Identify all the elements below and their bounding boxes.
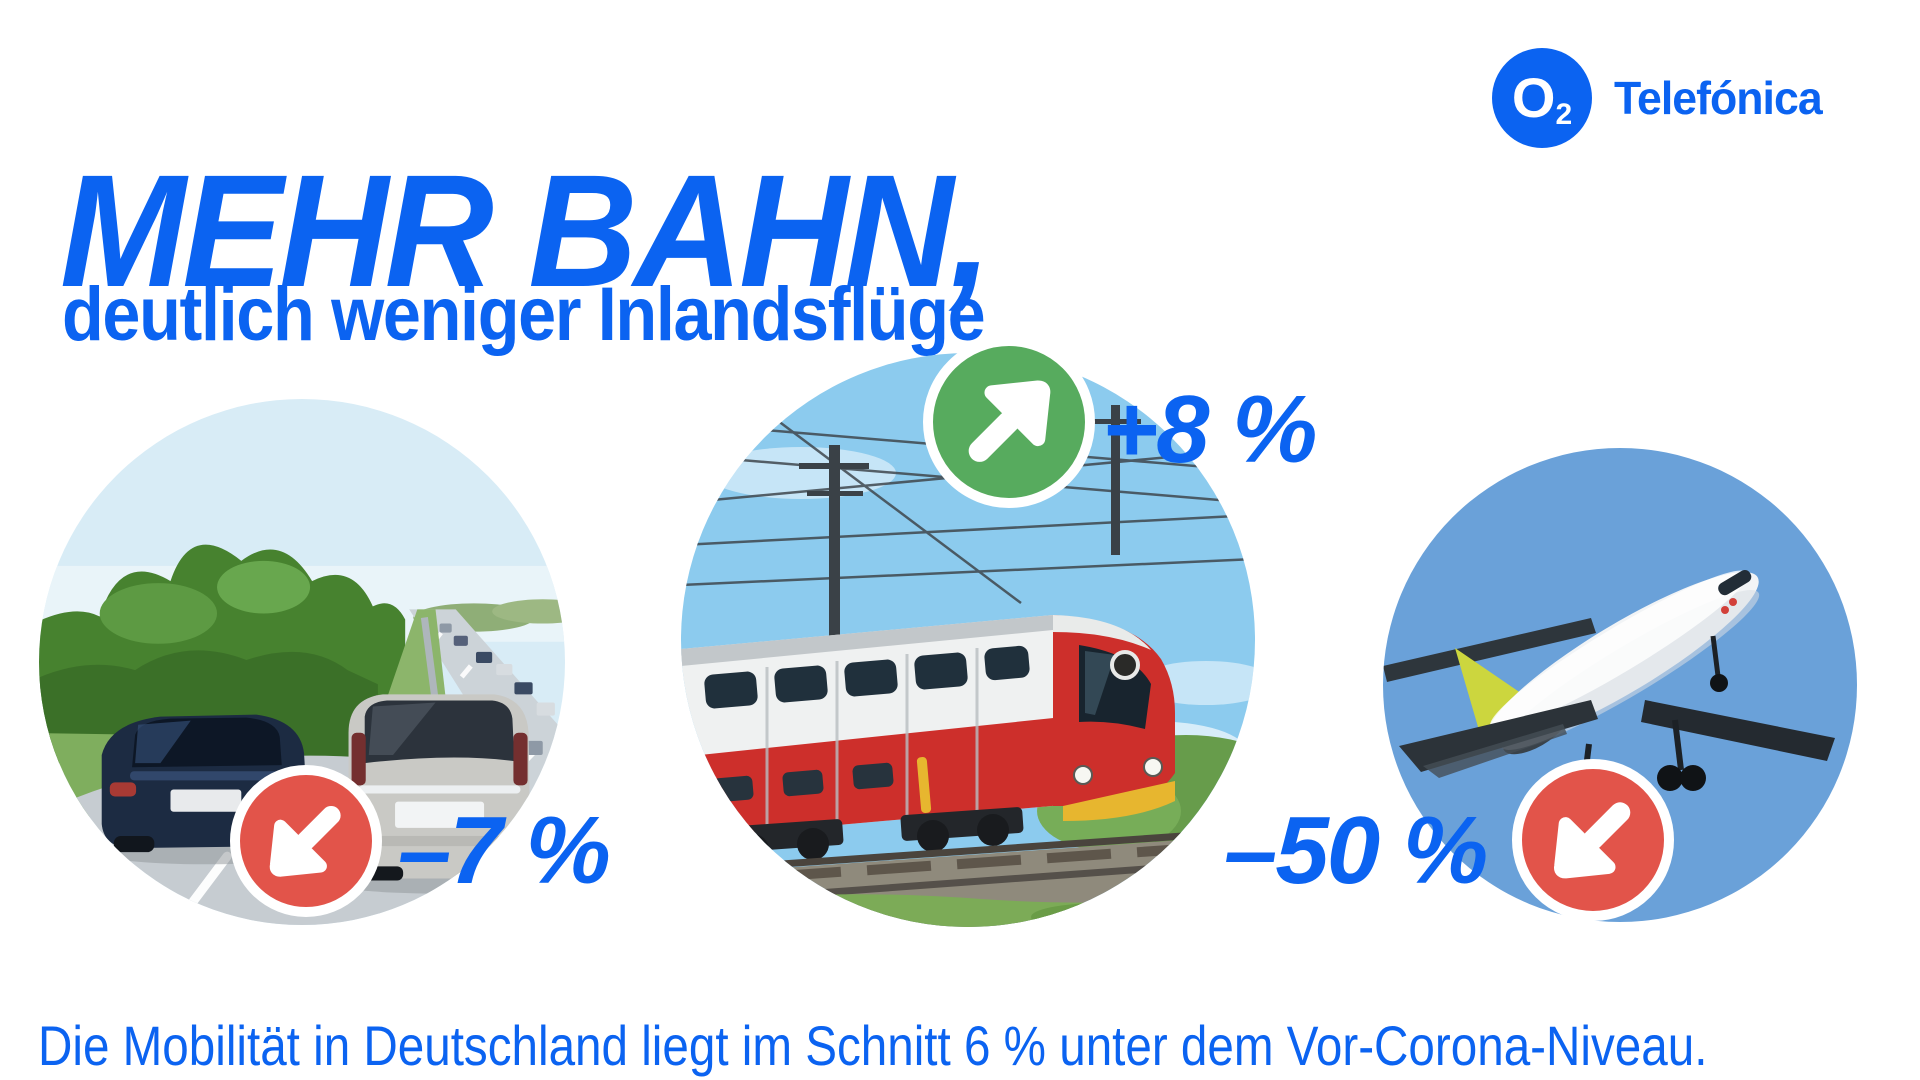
arrow-down-left-icon (269, 806, 341, 877)
subheadline: deutlich weniger Inlandsflüge (62, 272, 986, 358)
arrow-down-left-icon (1554, 802, 1631, 879)
arrow-up-right-icon (968, 380, 1051, 463)
train-increase-badge (923, 336, 1095, 508)
plane-change-value: –50 % (1224, 797, 1488, 904)
o2-circle-icon: O 2 (1492, 48, 1592, 148)
summary-text: Die Mobilität in Deutschland liegt im Sc… (38, 1014, 1708, 1077)
airplane-photo (1383, 448, 1857, 922)
car-decrease-badge (230, 765, 382, 917)
logo-o2-subscript: 2 (1555, 98, 1573, 131)
o2-telefonica-logo: O 2 Telefónica (1492, 48, 1828, 148)
logo-wordmark: Telefónica (1614, 72, 1823, 124)
train-change-value: +8 % (1102, 376, 1317, 483)
logo-o-text: O (1511, 66, 1556, 129)
car-change-value: –7 % (398, 797, 611, 904)
plane-decrease-badge (1512, 759, 1674, 921)
photo-circle-cars (39, 399, 565, 925)
headline: MEHR BAHN, (60, 141, 992, 321)
photo-circle-plane (1383, 448, 1857, 922)
cars-highway-photo (39, 399, 565, 925)
